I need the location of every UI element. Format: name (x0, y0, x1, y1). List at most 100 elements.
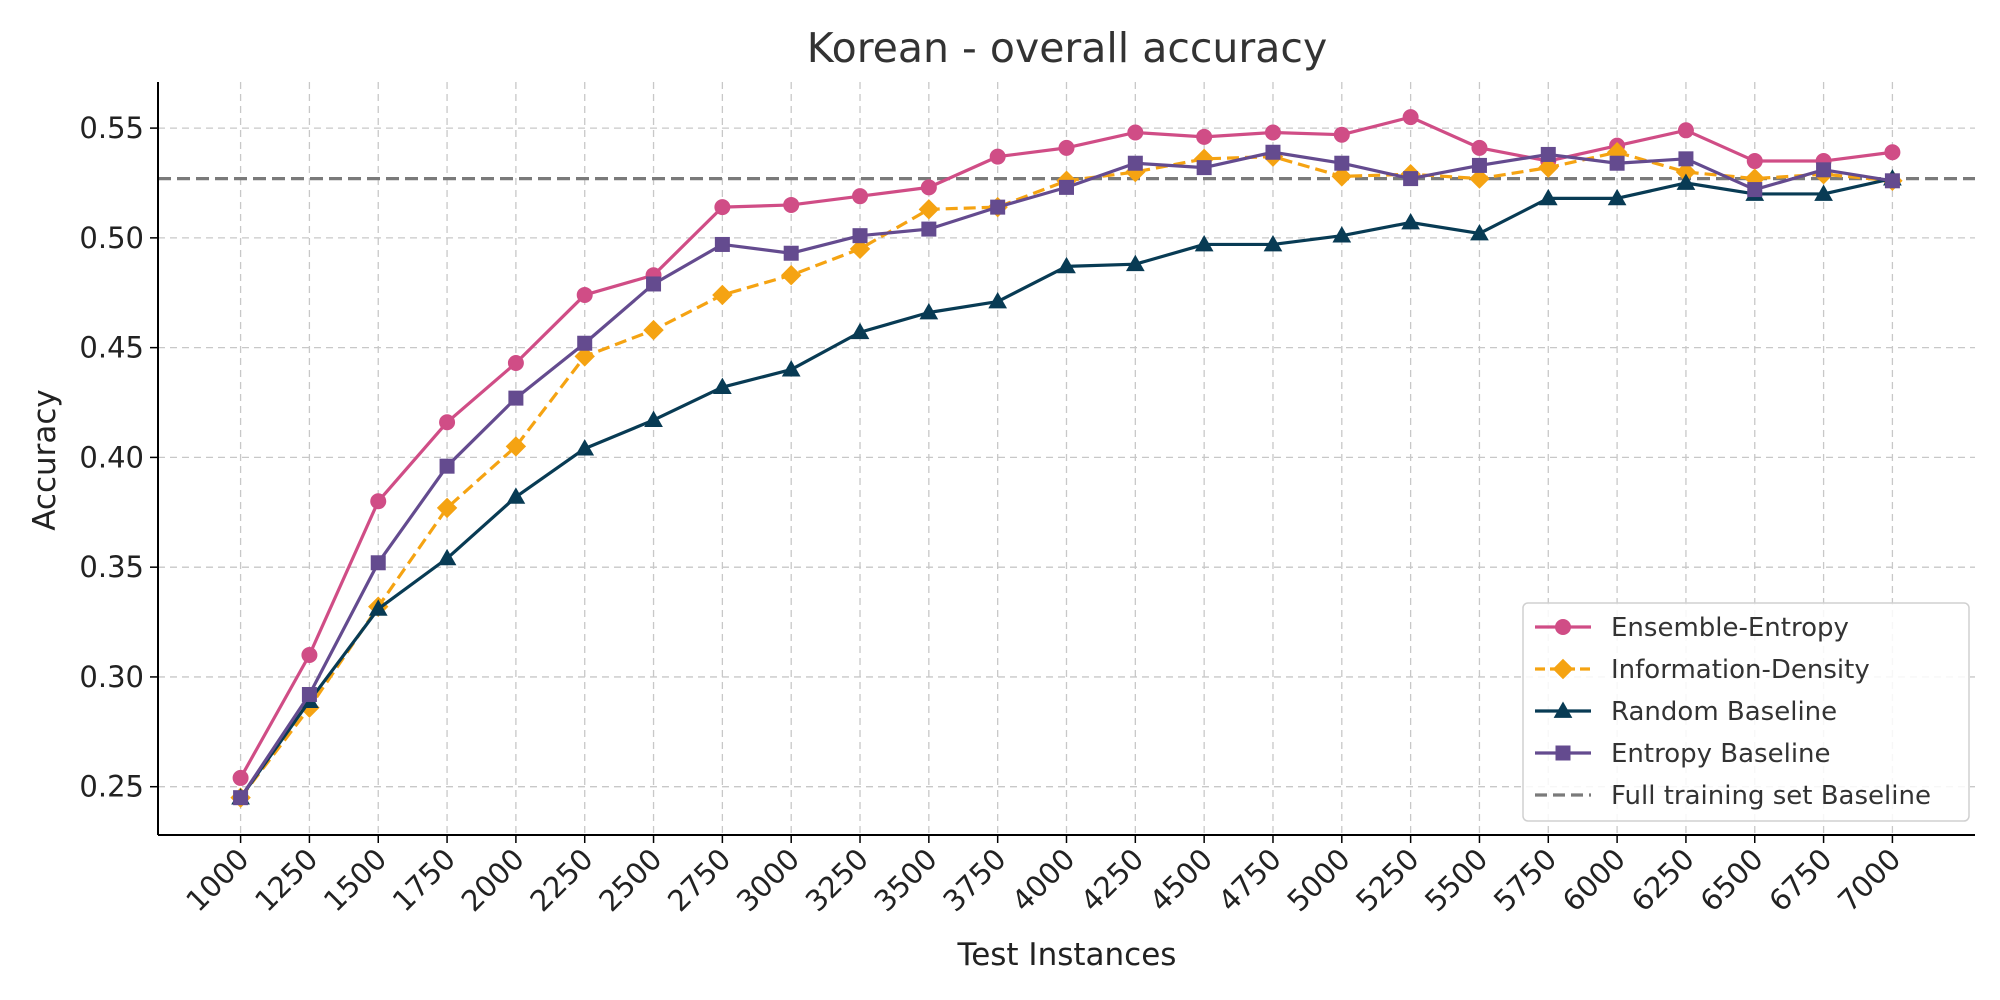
data-point-random-baseline (368, 599, 388, 616)
legend-label: Information-Density (1611, 655, 1870, 685)
data-point-information-density (1331, 166, 1353, 187)
legend-swatch-marker (1555, 745, 1571, 761)
data-point-information-density (780, 264, 802, 286)
series-entropy-baseline (233, 144, 1900, 806)
data-point-ensemble-entropy (1058, 139, 1075, 156)
data-point-ensemble-entropy (1196, 128, 1213, 145)
x-tick-label: 5000 (1281, 842, 1357, 918)
x-tick-label: 2500 (592, 842, 668, 918)
data-point-entropy-baseline (1196, 160, 1212, 176)
data-point-information-density (643, 319, 664, 341)
x-tick-label: 2000 (455, 842, 531, 918)
data-point-random-baseline (437, 548, 457, 566)
x-tick-label: 6000 (1556, 842, 1632, 918)
data-point-ensemble-entropy (232, 769, 249, 786)
data-point-random-baseline (781, 360, 801, 377)
data-point-ensemble-entropy (1127, 124, 1144, 141)
y-tick-label: 0.25 (79, 770, 144, 804)
data-point-information-density (574, 346, 595, 367)
data-point-ensemble-entropy (1884, 144, 1901, 161)
x-tick-label: 6250 (1625, 842, 1701, 918)
x-tick-label: 3000 (730, 842, 806, 918)
data-point-ensemble-entropy (1333, 126, 1350, 143)
data-point-random-baseline (1607, 188, 1627, 206)
data-point-entropy-baseline (921, 221, 937, 237)
data-point-entropy-baseline (1884, 173, 1900, 189)
data-point-random-baseline (644, 410, 663, 427)
x-tick-label: 3250 (799, 842, 875, 918)
legend-item-information-density: Information-Density (1535, 655, 1870, 685)
data-point-ensemble-entropy (1402, 109, 1419, 126)
chart-title: Korean - overall accuracy (807, 24, 1327, 72)
data-point-entropy-baseline (783, 245, 799, 261)
legend-item-entropy-baseline: Entropy Baseline (1535, 739, 1831, 769)
data-point-random-baseline (1263, 234, 1283, 252)
data-point-entropy-baseline (1403, 171, 1419, 187)
legend-item-ensemble-entropy: Ensemble-Entropy (1535, 613, 1849, 643)
data-point-information-density (505, 436, 527, 457)
data-point-ensemble-entropy (1264, 124, 1281, 141)
y-tick-label: 0.35 (79, 550, 144, 584)
x-tick-label: 7000 (1831, 842, 1907, 918)
data-point-ensemble-entropy (920, 179, 937, 196)
x-tick-label: 1500 (317, 842, 393, 918)
data-point-information-density (918, 199, 940, 220)
x-tick-label: 5750 (1487, 842, 1563, 918)
data-point-entropy-baseline (1678, 151, 1694, 167)
x-tick-label: 1750 (386, 842, 462, 918)
y-tick-label: 0.40 (79, 440, 144, 474)
data-point-ensemble-entropy (852, 188, 869, 205)
x-tick-label: 2750 (661, 842, 737, 918)
x-tick-label: 4500 (1143, 842, 1219, 918)
data-point-random-baseline (1676, 173, 1696, 190)
x-tick-label: 3500 (868, 842, 944, 918)
data-point-random-baseline (1332, 226, 1352, 243)
data-point-information-density (1469, 168, 1490, 189)
x-tick-label: 2250 (523, 842, 599, 918)
data-point-entropy-baseline (233, 790, 249, 806)
data-point-entropy-baseline (577, 335, 593, 351)
x-tick-label: 1000 (179, 842, 255, 918)
data-point-entropy-baseline (646, 276, 662, 292)
y-tick-label: 0.30 (79, 660, 144, 694)
data-point-random-baseline (1401, 212, 1420, 230)
x-tick-label: 6500 (1693, 842, 1769, 918)
data-point-entropy-baseline (714, 236, 730, 252)
x-tick-label: 5250 (1349, 842, 1425, 918)
legend-swatch-marker (1552, 658, 1574, 680)
data-point-ensemble-entropy (1677, 122, 1694, 139)
data-point-ensemble-entropy (370, 493, 387, 510)
x-tick-label: 1250 (248, 842, 324, 918)
legend-label: Entropy Baseline (1611, 739, 1831, 769)
data-point-entropy-baseline (1747, 182, 1763, 198)
data-point-entropy-baseline (1609, 155, 1625, 171)
y-axis-label: Accuracy (27, 389, 63, 531)
data-point-entropy-baseline (301, 686, 317, 702)
data-point-entropy-baseline (439, 458, 455, 474)
legend-label: Random Baseline (1611, 697, 1837, 727)
x-tick-label: 6750 (1762, 842, 1838, 918)
data-point-random-baseline (1125, 254, 1145, 272)
series-random-baseline (231, 169, 1902, 805)
data-point-ensemble-entropy (783, 196, 800, 213)
data-point-ensemble-entropy (576, 286, 593, 303)
data-point-entropy-baseline (1540, 146, 1556, 162)
data-point-entropy-baseline (1059, 179, 1074, 195)
data-point-random-baseline (1194, 234, 1214, 252)
data-point-entropy-baseline (1334, 155, 1350, 171)
data-point-random-baseline (575, 439, 595, 456)
legend-swatch-marker (1553, 701, 1573, 718)
data-point-random-baseline (988, 292, 1008, 309)
data-point-information-density (712, 284, 733, 306)
x-tick-label: 4250 (1074, 842, 1150, 918)
data-point-entropy-baseline (1471, 157, 1487, 173)
data-point-ensemble-entropy (1746, 153, 1763, 170)
data-point-random-baseline (919, 303, 939, 320)
data-point-entropy-baseline (370, 555, 386, 571)
data-point-ensemble-entropy (714, 199, 731, 216)
legend-label: Full training set Baseline (1611, 781, 1931, 811)
x-axis-label: Test Instances (957, 937, 1177, 973)
legend: Ensemble-Entropy Information-Density Rando… (1522, 602, 1970, 822)
data-point-ensemble-entropy (439, 414, 456, 431)
x-tick-label: 4750 (1212, 842, 1288, 918)
